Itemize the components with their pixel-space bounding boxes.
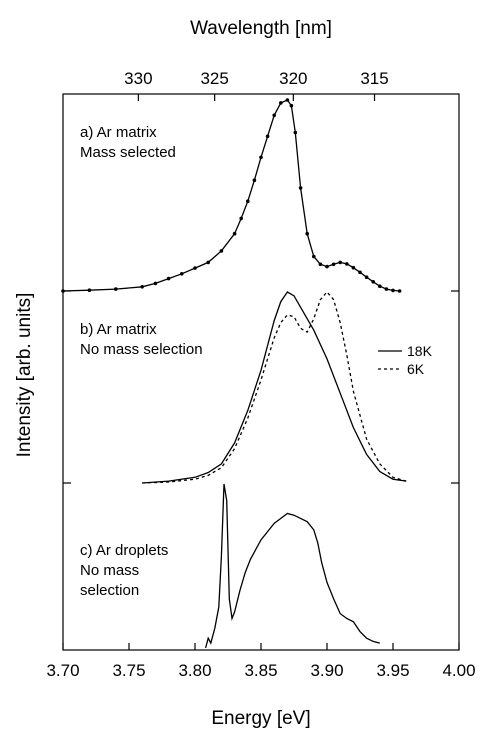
panel-a-point-6	[180, 272, 184, 276]
panel-a-point-29	[351, 265, 356, 270]
x2-tick-label-1: 325	[200, 69, 228, 88]
legend-label-0: 18K	[407, 343, 433, 359]
panel-a-point-19	[289, 103, 294, 108]
panel-a-annotation-line-0: a) Ar matrix	[80, 124, 157, 141]
panel-separators	[63, 290, 459, 484]
panel-a-point-15	[265, 134, 270, 139]
panel-a-point-21	[298, 186, 303, 190]
panel-a-point-26	[331, 262, 336, 267]
panel-b-series-1-line	[142, 291, 407, 484]
panel-a-point-20	[293, 130, 298, 135]
panel-a-point-27	[338, 260, 343, 265]
panel-c-series-0-line	[204, 483, 380, 649]
panel-a-point-36	[397, 289, 402, 293]
panel-annotations: a) Ar matrix Mass selected b) Ar matrix No …	[80, 124, 203, 599]
panel-a-point-3	[140, 285, 144, 289]
panel-a-point-10	[232, 231, 237, 236]
x-tick-label-5: 3.95	[376, 661, 409, 680]
panel-c-annotation-line-1: No mass	[80, 562, 139, 579]
x-tick-label-3: 3.85	[244, 661, 277, 680]
axis-ticks: 3.70 3.75 3.80 3.85 3.90 3.95 4.00 330 325 320 315	[46, 69, 475, 680]
x2-tick-label-2: 320	[279, 69, 307, 88]
panel-a-point-5	[166, 276, 171, 281]
panel-c-annotation-line-2: selection	[80, 582, 139, 599]
panel-a-point-4	[153, 281, 158, 286]
panel-a-annotation-line-1: Mass selected	[80, 144, 176, 161]
panel-a-point-8	[206, 260, 210, 265]
panel-a-point-12	[246, 199, 250, 203]
panel-a-point-17	[279, 101, 283, 105]
panel-a-point-22	[305, 231, 310, 236]
x-tick-label-4: 3.90	[310, 661, 343, 680]
panel-b-series-0-line	[142, 291, 407, 484]
panel-b-annotation-line-0: b) Ar matrix	[80, 321, 157, 338]
panel-c-annotation-line-0: c) Ar droplets	[80, 542, 168, 559]
x-tick-label-1: 3.75	[112, 661, 145, 680]
panel-a-point-31	[364, 275, 369, 280]
y-axis-title: Intensity [arb. units]	[14, 293, 35, 458]
series-layer	[61, 98, 407, 649]
panel-a-point-32	[371, 280, 376, 284]
panel-a-point-0	[61, 289, 65, 293]
bottom-axis-title: Energy [eV]	[211, 708, 310, 729]
x-tick-label-6: 4.00	[442, 661, 475, 680]
panel-a-point-2	[114, 287, 118, 291]
panel-a-point-16	[272, 113, 277, 118]
panel-a-point-18	[285, 98, 290, 102]
panel-a-point-11	[239, 216, 243, 221]
panel-a-point-14	[259, 155, 263, 160]
panel-a-point-30	[358, 270, 362, 275]
panel-a-point-25	[325, 264, 329, 269]
panel-a-point-33	[378, 284, 382, 289]
panel-a-point-35	[391, 288, 395, 293]
panel-a-point-28	[345, 262, 349, 266]
panel-a-point-9	[219, 249, 224, 253]
x2-tick-label-0: 330	[124, 69, 152, 88]
panel-a-point-1	[87, 288, 92, 293]
panel-a-point-23	[312, 254, 316, 259]
top-axis-title: Wavelength [nm]	[190, 18, 332, 39]
x-tick-label-2: 3.80	[178, 661, 211, 680]
panel-a-point-24	[318, 262, 323, 267]
x2-tick-label-3: 315	[360, 69, 388, 88]
panel-a-point-7	[193, 266, 197, 270]
panel-a-point-13	[252, 178, 257, 182]
panel-a-point-34	[384, 287, 389, 291]
panel-b-annotation-line-1: No mass selection	[80, 341, 203, 358]
x-tick-label-0: 3.70	[46, 661, 79, 680]
legend-label-1: 6K	[407, 361, 425, 377]
